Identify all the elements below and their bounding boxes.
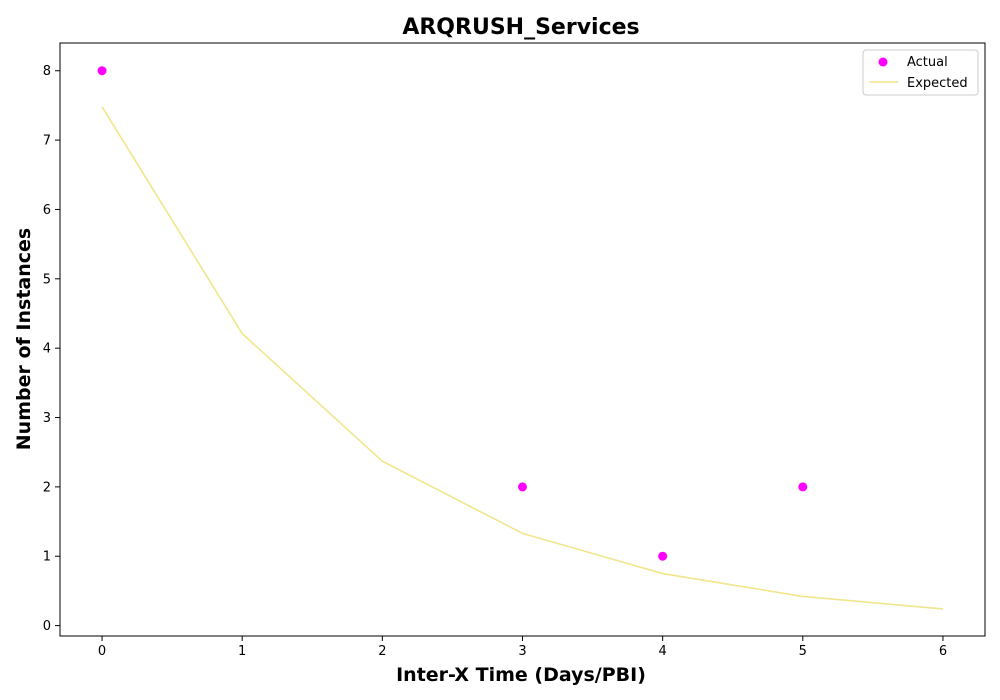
x-tick-label: 5 xyxy=(799,644,807,659)
x-axis-label: Inter-X Time (Days/PBI) xyxy=(396,664,646,686)
actual-point xyxy=(798,482,808,492)
y-tick-label: 1 xyxy=(43,550,51,565)
chart-title: ARQRUSH_Services xyxy=(402,15,639,40)
y-tick-label: 4 xyxy=(43,342,51,357)
expected-line xyxy=(101,106,944,610)
x-tick-label: 3 xyxy=(518,644,526,659)
legend-actual-marker xyxy=(878,57,888,67)
y-tick-label: 0 xyxy=(43,619,51,634)
actual-point xyxy=(518,482,527,492)
legend-box xyxy=(862,49,979,96)
plot-area xyxy=(59,42,986,637)
y-tick-label: 5 xyxy=(43,272,51,287)
y-tick-label: 2 xyxy=(43,480,51,495)
y-tick-label: 3 xyxy=(43,411,51,426)
x-tick-label: 6 xyxy=(939,644,947,659)
legend-actual-label: Actual xyxy=(907,55,948,70)
actual-point xyxy=(658,551,668,561)
x-tick-label: 1 xyxy=(238,644,246,659)
axis-ticks: 0 1 2 3 4 5 6 0 1 2 3 4 5 6 7 8 xyxy=(43,64,947,659)
y-tick-label: 6 xyxy=(43,203,51,218)
legend: Actual Expected xyxy=(862,49,979,96)
legend-expected-label: Expected xyxy=(907,76,968,91)
actual-point xyxy=(97,66,107,76)
x-tick-label: 0 xyxy=(98,644,106,659)
y-axis-label: Number of Instances xyxy=(13,228,35,450)
y-tick-label: 8 xyxy=(43,64,51,79)
x-tick-label: 2 xyxy=(378,644,386,659)
y-tick-label: 7 xyxy=(43,134,51,149)
series-layer xyxy=(97,66,944,610)
x-tick-label: 4 xyxy=(659,644,667,659)
